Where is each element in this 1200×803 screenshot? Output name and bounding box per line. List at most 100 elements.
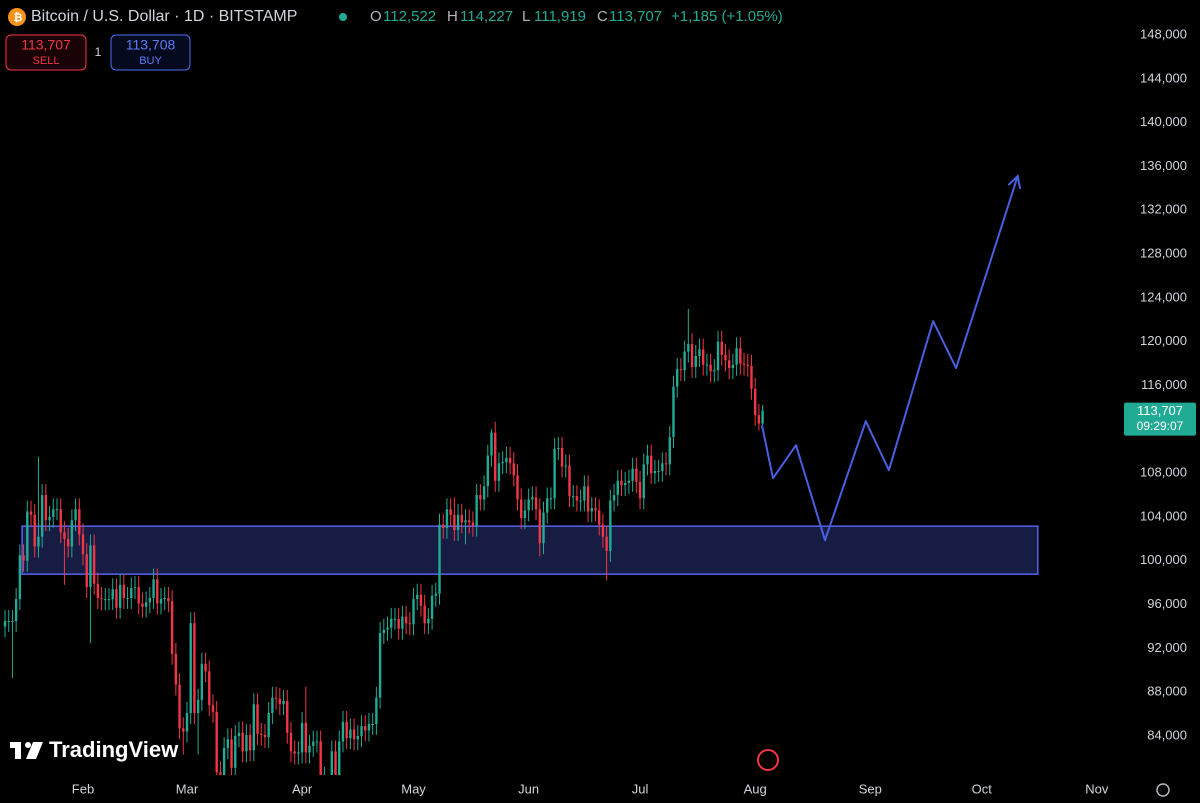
x-tick-label: Jun bbox=[518, 781, 539, 796]
buy-box[interactable] bbox=[110, 34, 191, 71]
y-tick-label: 88,000 bbox=[1147, 684, 1187, 699]
logo-mark bbox=[15, 742, 21, 759]
candle-body bbox=[486, 455, 489, 487]
candle-body bbox=[367, 723, 371, 731]
sell-label[interactable]: SELL bbox=[33, 55, 60, 67]
candle-body bbox=[11, 621, 14, 623]
candle-body bbox=[560, 447, 564, 467]
ohlc-letter: L bbox=[522, 8, 530, 25]
candle-body bbox=[490, 432, 493, 456]
candle-body bbox=[334, 751, 337, 775]
candle-body bbox=[70, 520, 74, 547]
y-tick-label: 124,000 bbox=[1140, 289, 1187, 304]
candle-body bbox=[419, 594, 423, 606]
candle-body bbox=[546, 498, 549, 513]
candle-body bbox=[434, 593, 437, 596]
candle-body bbox=[393, 618, 397, 620]
y-tick-label: 144,000 bbox=[1140, 70, 1187, 85]
candle-body bbox=[375, 697, 378, 724]
candle-body bbox=[319, 741, 322, 775]
candle-body bbox=[3, 621, 7, 627]
candle-body bbox=[215, 711, 218, 773]
last-price-box bbox=[1124, 402, 1196, 436]
ohlc-value: 111,919 bbox=[534, 8, 586, 25]
candle-body bbox=[646, 455, 649, 465]
candle-body bbox=[742, 363, 746, 365]
candle-body bbox=[404, 616, 408, 624]
sell-price[interactable]: 113,707 bbox=[21, 37, 71, 53]
candle-body bbox=[657, 470, 660, 472]
candle-body bbox=[649, 455, 653, 474]
candle-body bbox=[360, 726, 363, 737]
x-tick-label: Aug bbox=[744, 781, 767, 796]
x-tick-label: Apr bbox=[292, 781, 313, 796]
buy-price[interactable]: 113,708 bbox=[126, 37, 176, 53]
candle-body bbox=[501, 462, 504, 464]
projection-line bbox=[760, 175, 1019, 542]
candle-body bbox=[293, 751, 296, 754]
x-tick-label: May bbox=[401, 781, 426, 796]
candle-body bbox=[557, 447, 560, 450]
settings-icon[interactable] bbox=[1156, 783, 1170, 797]
candle-body bbox=[627, 480, 631, 484]
candle-body bbox=[18, 555, 22, 600]
candle-body bbox=[248, 734, 252, 751]
candle-body bbox=[330, 751, 334, 775]
candle-body bbox=[126, 598, 129, 600]
candle-body bbox=[144, 602, 148, 607]
x-tick-label: Feb bbox=[72, 781, 94, 796]
status-dot bbox=[339, 13, 347, 21]
x-tick-label: Jul bbox=[632, 781, 649, 796]
candle-body bbox=[397, 618, 400, 629]
buy-button[interactable]: 113,708 BUY bbox=[110, 34, 191, 71]
x-tick-label: Nov bbox=[1085, 781, 1109, 796]
candle-body bbox=[130, 588, 133, 599]
candle-body bbox=[234, 736, 237, 768]
x-tick-label: Mar bbox=[176, 781, 199, 796]
candle-body bbox=[274, 697, 278, 699]
candle-body bbox=[416, 594, 419, 600]
y-tick-label: 132,000 bbox=[1140, 202, 1187, 217]
candle-body bbox=[549, 498, 553, 500]
candle-body bbox=[300, 722, 304, 753]
projection-arrowhead bbox=[1007, 174, 1022, 190]
candle-body bbox=[516, 475, 519, 500]
candle-body bbox=[48, 516, 51, 521]
sell-button[interactable]: 113,707 SELL bbox=[5, 34, 87, 71]
candle-body bbox=[512, 463, 515, 476]
candle-body bbox=[739, 348, 742, 364]
candle-body bbox=[468, 520, 471, 523]
y-tick-label: 104,000 bbox=[1140, 508, 1187, 523]
candle-body bbox=[601, 524, 605, 537]
x-tick-label: Oct bbox=[972, 781, 993, 796]
candle-body bbox=[364, 726, 367, 731]
candle-body bbox=[694, 355, 697, 367]
candle-body bbox=[520, 499, 523, 519]
candle-body bbox=[52, 509, 55, 517]
last-price: 113,707 bbox=[1137, 403, 1183, 418]
candle-body bbox=[453, 514, 456, 531]
candle-body bbox=[460, 514, 463, 523]
candle-body bbox=[156, 579, 159, 604]
candle-body bbox=[193, 623, 196, 714]
candle-body bbox=[590, 508, 593, 512]
candle-body bbox=[104, 599, 107, 601]
candle-body bbox=[412, 599, 415, 625]
candle-body bbox=[66, 538, 70, 547]
candle-body bbox=[672, 386, 675, 438]
candle-body bbox=[107, 599, 111, 601]
event-icon[interactable] bbox=[757, 749, 779, 771]
candle-body bbox=[675, 369, 679, 387]
candle-body bbox=[37, 536, 40, 547]
candle-body bbox=[345, 721, 348, 739]
y-tick-label: 92,000 bbox=[1147, 640, 1187, 655]
candle-body bbox=[464, 520, 467, 523]
buy-label[interactable]: BUY bbox=[139, 55, 162, 67]
candle-body bbox=[583, 486, 586, 501]
candle-body bbox=[63, 532, 66, 539]
candle-body bbox=[260, 733, 263, 735]
candle-body bbox=[267, 713, 270, 738]
sell-box[interactable] bbox=[5, 34, 87, 71]
y-tick-label: 120,000 bbox=[1140, 333, 1187, 348]
y-tick-label: 148,000 bbox=[1140, 26, 1187, 41]
